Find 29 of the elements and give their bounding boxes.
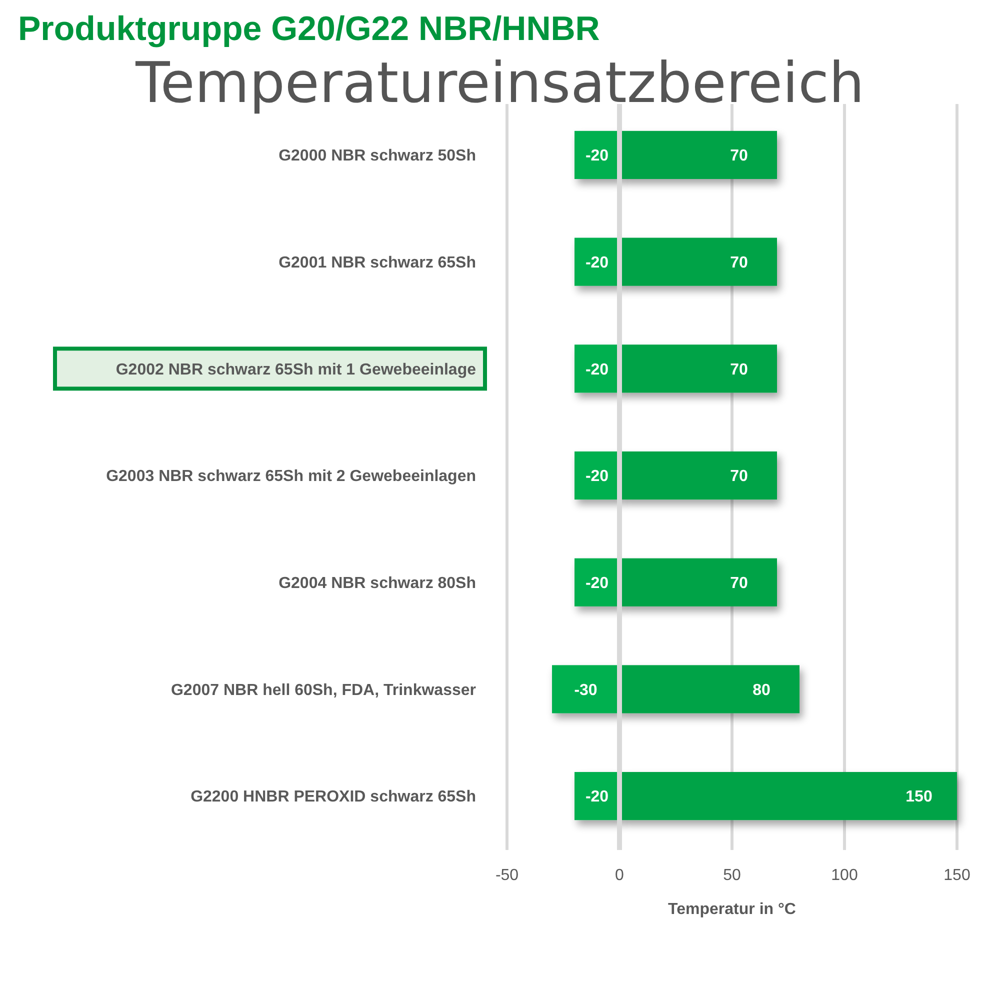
y-tick-label: G2000 NBR schwarz 50Sh bbox=[278, 148, 476, 165]
data-label: -20 bbox=[585, 468, 609, 486]
y-tick-label: G2003 NBR schwarz 65Sh mit 2 Gewebeeinlagen bbox=[106, 468, 476, 486]
x-axis-title: Temperatur in °C bbox=[668, 901, 796, 918]
x-tick-label: 50 bbox=[723, 867, 741, 884]
y-tick-label: G2200 HNBR PEROXID schwarz 65Sh bbox=[190, 788, 476, 806]
data-label: -20 bbox=[585, 254, 609, 272]
data-label: -20 bbox=[585, 361, 609, 378]
data-label: 70 bbox=[730, 148, 748, 165]
x-tick-label: -50 bbox=[495, 867, 519, 884]
y-tick-label: G2001 NBR schwarz 65Sh bbox=[278, 254, 476, 272]
x-tick-label: 0 bbox=[615, 867, 624, 884]
x-tick-label: 100 bbox=[831, 867, 858, 884]
chart-title: Produktgruppe G20/G22 NBR/HNBR bbox=[18, 10, 600, 48]
x-tick-label: 150 bbox=[944, 867, 970, 884]
data-label: 150 bbox=[906, 788, 932, 806]
data-label: 70 bbox=[730, 254, 748, 272]
data-label: -30 bbox=[574, 682, 598, 699]
y-tick-label: G2007 NBR hell 60Sh, FDA, Trinkwasser bbox=[170, 682, 476, 699]
data-label: -20 bbox=[585, 574, 609, 592]
data-label: 70 bbox=[730, 361, 748, 378]
data-label: -20 bbox=[585, 148, 609, 165]
y-tick-label: G2002 NBR schwarz 65Sh mit 1 Gewebeeinlage bbox=[116, 361, 476, 378]
y-tick-label: G2004 NBR schwarz 80Sh bbox=[278, 574, 476, 592]
data-label: 80 bbox=[752, 682, 770, 699]
data-label: 70 bbox=[730, 468, 748, 486]
chart-subtitle: Temperatureinsatzbereich bbox=[134, 51, 864, 116]
data-label: -20 bbox=[585, 788, 609, 806]
data-label: 70 bbox=[730, 574, 748, 592]
